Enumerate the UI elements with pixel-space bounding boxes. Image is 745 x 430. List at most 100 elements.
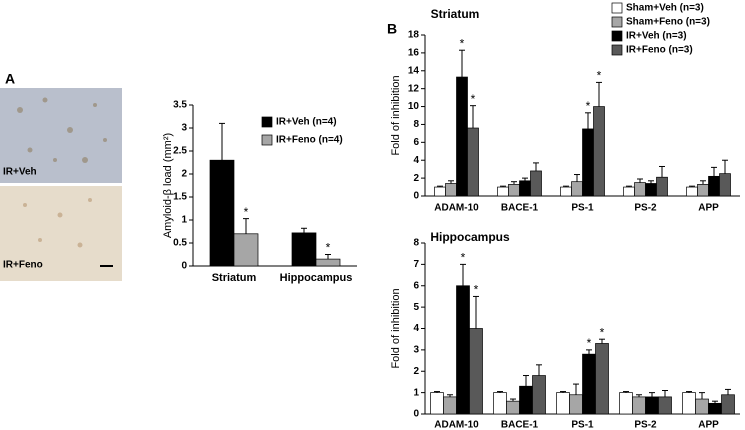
y-tick-label: 4 bbox=[413, 323, 419, 334]
x-tick-label: PS-1 bbox=[571, 203, 594, 214]
y-tick-label: 4 bbox=[413, 155, 419, 166]
bar bbox=[697, 184, 709, 197]
bar bbox=[571, 181, 583, 197]
legend-swatch bbox=[261, 116, 273, 128]
bar bbox=[645, 183, 657, 197]
bar bbox=[656, 176, 668, 197]
bar bbox=[623, 186, 635, 197]
bar bbox=[456, 285, 470, 415]
x-tick-label: PS-1 bbox=[571, 420, 594, 430]
legend-swatch bbox=[261, 134, 273, 146]
legend-swatch bbox=[611, 16, 623, 28]
legend-swatch bbox=[611, 44, 623, 56]
y-tick-label: 6 bbox=[413, 280, 419, 291]
bar bbox=[445, 183, 457, 197]
y-tick-label: 2 bbox=[181, 169, 187, 180]
bar bbox=[467, 127, 479, 197]
micrograph-label: IR+Feno bbox=[3, 260, 43, 271]
bar bbox=[582, 353, 596, 415]
bar bbox=[497, 186, 509, 197]
y-tick-label: 16 bbox=[408, 48, 420, 59]
significance-marker: * bbox=[587, 336, 592, 350]
x-tick-label: BACE-1 bbox=[501, 203, 539, 214]
x-tick-label: ADAM-10 bbox=[434, 203, 479, 214]
y-tick-label: 0 bbox=[413, 409, 419, 420]
x-tick-label: Striatum bbox=[212, 272, 257, 284]
bar bbox=[469, 328, 483, 415]
legend-label: Sham+Feno (n=3) bbox=[626, 17, 710, 28]
bar bbox=[595, 343, 609, 415]
bar bbox=[506, 400, 520, 415]
significance-marker: * bbox=[244, 205, 249, 219]
panel-label: B bbox=[387, 21, 397, 37]
y-tick-label: 5 bbox=[413, 302, 419, 313]
y-tick-label: 1 bbox=[413, 387, 419, 398]
bar bbox=[632, 396, 646, 415]
bar bbox=[695, 398, 709, 415]
y-tick-label: 12 bbox=[408, 83, 420, 94]
bar bbox=[532, 375, 546, 415]
bar bbox=[233, 233, 259, 267]
y-tick-label: 7 bbox=[413, 259, 419, 270]
significance-marker: * bbox=[471, 92, 476, 106]
x-tick-label: PS-2 bbox=[634, 203, 657, 214]
x-tick-label: PS-2 bbox=[634, 420, 657, 430]
bar bbox=[291, 232, 317, 267]
bar bbox=[682, 392, 696, 415]
legend-label: IR+Feno (n=3) bbox=[626, 45, 693, 56]
y-tick-label: 1.5 bbox=[173, 192, 187, 203]
y-tick-label: 3.5 bbox=[173, 100, 187, 111]
bar bbox=[508, 184, 520, 197]
bar bbox=[556, 392, 570, 415]
bar bbox=[560, 186, 572, 197]
bar bbox=[519, 385, 533, 415]
bar bbox=[634, 182, 646, 197]
significance-marker: * bbox=[597, 69, 602, 83]
bar bbox=[582, 128, 594, 197]
y-tick-label: 3 bbox=[413, 345, 419, 356]
bar bbox=[569, 394, 583, 415]
x-tick-label: ADAM-10 bbox=[434, 420, 479, 430]
y-tick-label: 2.5 bbox=[173, 146, 187, 157]
y-tick-label: 18 bbox=[408, 30, 420, 41]
bar bbox=[658, 396, 672, 415]
legend-swatch bbox=[611, 30, 623, 42]
y-axis-label: Fold of inhibition bbox=[390, 288, 402, 368]
bar bbox=[209, 159, 235, 267]
bar bbox=[430, 392, 444, 415]
panel-label: A bbox=[5, 71, 15, 87]
x-tick-label: APP bbox=[698, 203, 719, 214]
bar bbox=[315, 258, 341, 267]
bar bbox=[708, 175, 720, 197]
significance-marker: * bbox=[586, 99, 591, 113]
bar bbox=[619, 392, 633, 415]
significance-marker: * bbox=[460, 36, 465, 50]
significance-marker: * bbox=[600, 325, 605, 339]
legend-label: IR+Feno (n=4) bbox=[276, 135, 343, 146]
micrograph bbox=[0, 88, 122, 183]
x-tick-label: BACE-1 bbox=[501, 420, 539, 430]
bar bbox=[456, 76, 468, 197]
bar bbox=[443, 396, 457, 415]
y-axis-label: Amyloid-β load (mm²) bbox=[162, 133, 174, 238]
plaques bbox=[17, 97, 107, 163]
y-tick-label: 0 bbox=[181, 261, 187, 272]
y-tick-label: 6 bbox=[413, 137, 419, 148]
y-tick-label: 3 bbox=[181, 123, 187, 134]
significance-marker: * bbox=[461, 251, 466, 265]
significance-marker: * bbox=[326, 241, 331, 255]
plaques bbox=[23, 198, 92, 248]
bar bbox=[686, 186, 698, 197]
y-tick-label: 0.5 bbox=[173, 238, 187, 249]
chart-title: Hippocampus bbox=[430, 230, 510, 244]
y-tick-label: 8 bbox=[413, 119, 419, 130]
legend-label: IR+Veh (n=4) bbox=[276, 117, 337, 128]
bar bbox=[593, 106, 605, 197]
bar bbox=[530, 170, 542, 197]
bar bbox=[719, 173, 731, 197]
y-tick-label: 10 bbox=[408, 101, 420, 112]
y-axis-label: Fold of inhibition bbox=[390, 75, 402, 155]
x-tick-label: APP bbox=[698, 420, 719, 430]
x-tick-label: Hippocampus bbox=[280, 272, 353, 284]
